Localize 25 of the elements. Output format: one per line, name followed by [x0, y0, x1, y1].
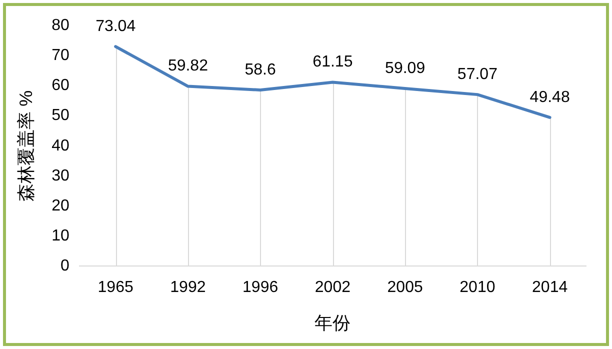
y-tick-label: 0 — [60, 258, 70, 275]
y-tick-label: 30 — [52, 167, 70, 184]
y-tick-label: 50 — [52, 107, 70, 124]
data-label: 59.82 — [168, 58, 208, 75]
y-tick-label: 20 — [52, 197, 70, 214]
x-tick-label: 2014 — [532, 279, 568, 296]
y-tick-label: 70 — [52, 47, 70, 64]
y-tick-label: 40 — [52, 137, 70, 154]
data-label: 73.04 — [96, 18, 136, 35]
x-tick-label: 2005 — [387, 279, 423, 296]
y-tick-label: 10 — [52, 228, 70, 245]
data-label: 61.15 — [312, 54, 353, 71]
y-axis-title: 森林覆盖率 % — [16, 90, 36, 202]
x-tick-label: 2002 — [314, 279, 351, 296]
data-label: 49.48 — [530, 88, 570, 106]
y-tick-label: 80 — [52, 17, 70, 34]
x-tick-label: 1992 — [170, 279, 206, 296]
x-tick-label: 1996 — [242, 279, 278, 296]
y-tick-label: 60 — [52, 77, 70, 94]
data-label: 57.07 — [457, 66, 498, 83]
x-axis-title: 年份 — [314, 313, 351, 334]
x-tick-label: 1965 — [98, 279, 134, 296]
x-tick-label: 2010 — [460, 279, 496, 296]
data-label: 59.09 — [385, 60, 426, 77]
data-label: 58.6 — [244, 61, 276, 78]
